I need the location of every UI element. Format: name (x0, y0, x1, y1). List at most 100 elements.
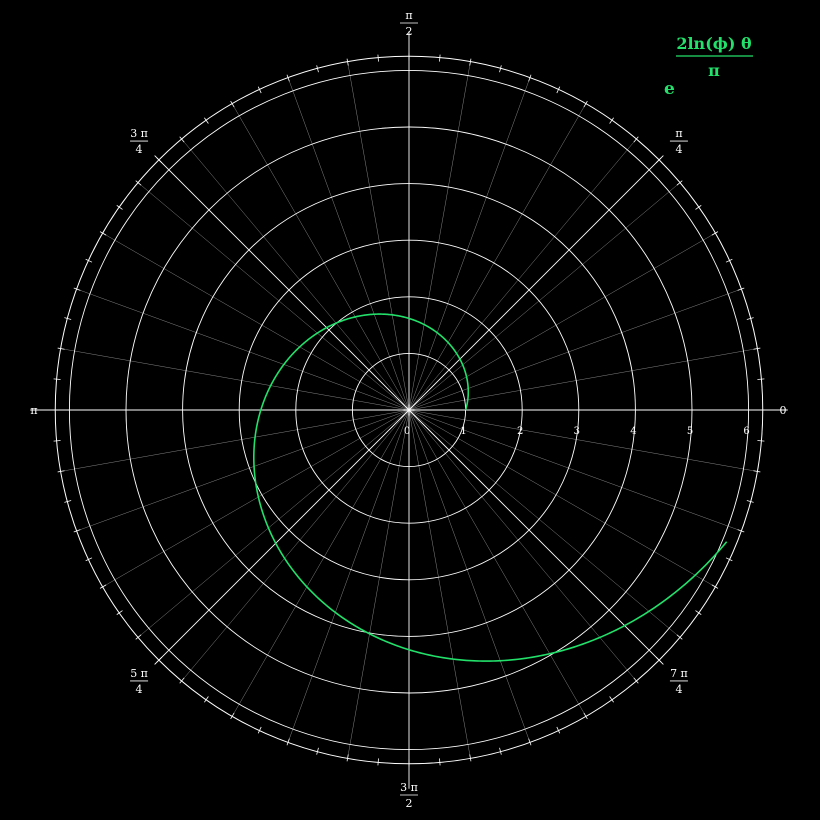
grid-spoke-80 (408, 61, 471, 411)
boundary-tick (746, 500, 754, 503)
grid-spoke-60 (408, 103, 587, 411)
grid-spoke-210 (102, 409, 410, 588)
angle-label-text: π (30, 404, 37, 417)
angle-label-denominator: 2 (406, 25, 413, 38)
angle-label-denominator: 4 (136, 143, 143, 156)
boundary-tick (316, 747, 319, 755)
boundary-tick (633, 677, 639, 684)
boundary-tick (346, 58, 349, 66)
grid-spoke-30 (408, 232, 716, 411)
boundary-tick (499, 747, 502, 755)
grid-spoke-230 (181, 409, 410, 682)
boundary-tick (156, 657, 162, 663)
boundary-tick (179, 136, 185, 143)
boundary-tick (346, 754, 349, 762)
boundary-tick (64, 317, 72, 320)
angle-label-270: 3 π2 (400, 781, 418, 810)
r-tick-label: 3 (574, 426, 580, 437)
grid-spoke-50 (408, 138, 637, 411)
grid-diagonal-45 (408, 155, 664, 411)
grid-spoke-300 (408, 409, 587, 717)
angle-label-90: π2 (400, 9, 418, 38)
boundary-tick (64, 500, 72, 503)
boundary-tick (656, 657, 662, 663)
boundary-tick (737, 529, 745, 533)
boundary-tick (135, 634, 142, 640)
grid-spoke-190 (60, 409, 410, 472)
angle-label-45: π4 (669, 127, 688, 156)
angle-label-denominator: 2 (406, 797, 413, 810)
equation-numerator: 2ln(ϕ) θ (676, 34, 752, 53)
angle-label-numerator: π (675, 127, 682, 140)
grid-diagonal-315 (408, 409, 664, 665)
boundary-tick (753, 470, 761, 473)
boundary-tick (676, 634, 683, 640)
equation-annotation: e 2ln(ϕ) θ π (664, 34, 753, 99)
grid-spoke-350 (408, 409, 758, 472)
boundary-tick (556, 726, 561, 734)
boundary-tick (757, 378, 765, 380)
boundary-tick (469, 58, 472, 66)
angle-label-text: 0 (780, 404, 787, 417)
boundary-tick (499, 65, 502, 73)
angle-label-numerator: π (405, 9, 412, 22)
grid-spoke-70 (408, 77, 531, 411)
boundary-tick (257, 726, 262, 734)
boundary-tick (737, 287, 745, 291)
boundary-tick (583, 100, 588, 108)
grid-spoke-290 (408, 409, 531, 743)
grid-spoke-100 (347, 61, 410, 411)
grid-spoke-200 (76, 409, 410, 532)
grid-spoke-140 (137, 182, 410, 411)
angle-label-denominator: 4 (136, 683, 143, 696)
r-tick-label: 2 (517, 426, 523, 437)
radius-tick-labels: 0 1 2 3 4 5 6 (404, 426, 750, 437)
angle-label-180: π (30, 404, 37, 417)
boundary-tick (57, 470, 65, 473)
grid-spoke-170 (60, 348, 410, 411)
grid-spoke-240 (231, 409, 410, 717)
boundary-tick (377, 758, 379, 766)
angle-label-315: 7 π4 (669, 667, 688, 696)
r-tick-label: 0 (404, 426, 410, 437)
boundary-tick (609, 696, 614, 703)
boundary-tick (753, 347, 761, 350)
grid-spoke-110 (287, 77, 410, 411)
polar-grid (30, 31, 788, 789)
grid-spoke-250 (287, 409, 410, 743)
boundary-tick (528, 738, 532, 746)
boundary-tick (204, 696, 209, 703)
boundary-tick (746, 317, 754, 320)
r-tick-label: 5 (687, 426, 693, 437)
boundary-tick (53, 440, 61, 442)
angle-label-135: 3 π4 (130, 127, 149, 156)
boundary-tick (57, 347, 65, 350)
boundary-tick (156, 157, 162, 163)
angle-label-numerator: 7 π (670, 667, 688, 680)
grid-spoke-150 (102, 232, 410, 411)
r-tick-label: 1 (460, 426, 466, 437)
boundary-tick (676, 180, 683, 186)
grid-spoke-340 (408, 409, 742, 532)
boundary-tick (85, 557, 93, 562)
boundary-tick (135, 180, 142, 186)
boundary-tick (53, 378, 61, 380)
grid-spoke-40 (408, 182, 681, 411)
boundary-tick (377, 54, 379, 62)
boundary-tick (656, 157, 662, 163)
boundary-tick (583, 712, 588, 720)
boundary-tick (230, 100, 235, 108)
grid-spoke-160 (76, 288, 410, 411)
angle-label-numerator: 3 π (400, 781, 418, 794)
r-tick-label: 4 (630, 426, 636, 437)
boundary-tick (286, 74, 290, 82)
boundary-tick (116, 610, 123, 615)
boundary-tick (711, 584, 719, 589)
r-tick-label: 6 (743, 426, 749, 437)
boundary-tick (439, 54, 441, 62)
boundary-tick (179, 677, 185, 684)
boundary-tick (633, 136, 639, 143)
angle-label-225: 5 π4 (130, 667, 149, 696)
